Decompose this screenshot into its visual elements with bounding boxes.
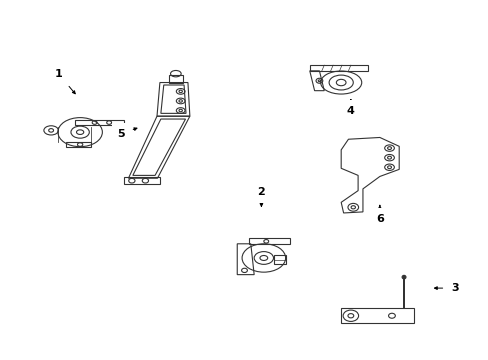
Text: 3: 3 [434, 283, 458, 293]
Text: 1: 1 [54, 69, 75, 94]
Text: 5: 5 [117, 128, 137, 139]
Ellipse shape [401, 275, 405, 279]
Text: 4: 4 [346, 100, 354, 116]
Text: 6: 6 [375, 206, 383, 224]
Text: 2: 2 [257, 188, 265, 206]
